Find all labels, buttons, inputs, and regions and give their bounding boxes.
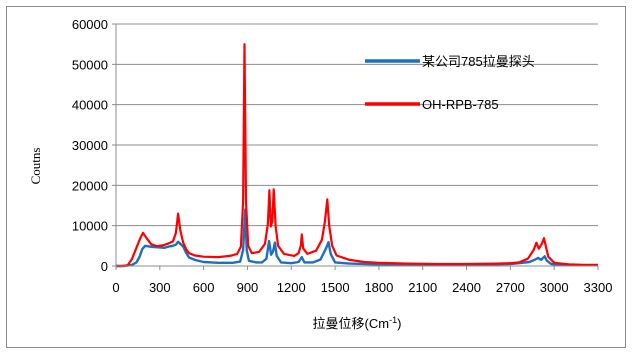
x-tick-labels: 0 300 600 900 1200 1500 1800 2100 2400 2700 3000 33… bbox=[112, 266, 612, 295]
gridlines bbox=[116, 23, 598, 227]
x-tick-label: 0 bbox=[112, 280, 119, 295]
x-tick-label: 300 bbox=[149, 280, 171, 295]
x-tick-label: 3300 bbox=[584, 280, 613, 295]
y-tick-label: 0 bbox=[101, 259, 108, 274]
x-tick-label: 600 bbox=[193, 280, 215, 295]
y-tick-label: 20000 bbox=[72, 178, 108, 193]
y-tick-label: 50000 bbox=[72, 57, 108, 72]
series-line-1 bbox=[116, 208, 598, 268]
x-axis-title-superscript: -1 bbox=[389, 315, 397, 325]
x-axis-title-close: ) bbox=[397, 316, 401, 331]
x-axis-title: 拉曼位移(Cm-1) bbox=[313, 315, 402, 331]
y-tick-label: 40000 bbox=[72, 98, 108, 113]
legend: 某公司785拉曼探头 OH-RPB-785 bbox=[365, 54, 535, 112]
x-tick-label: 3000 bbox=[540, 280, 569, 295]
x-tick-label: 2700 bbox=[496, 280, 525, 295]
y-tick-label: 60000 bbox=[72, 17, 108, 32]
x-axis-title-main: 拉曼位移(Cm bbox=[313, 316, 390, 331]
y-tick-labels: 0 10000 20000 30000 40000 50000 60000 bbox=[72, 17, 116, 274]
x-tick-label: 1200 bbox=[277, 280, 306, 295]
legend-label-series-1: 某公司785拉曼探头 bbox=[422, 54, 535, 69]
x-tick-label: 2400 bbox=[452, 280, 481, 295]
chart-frame bbox=[6, 6, 626, 348]
x-tick-label: 1500 bbox=[321, 280, 350, 295]
y-tick-label: 30000 bbox=[72, 138, 108, 153]
series-layer bbox=[116, 43, 598, 268]
legend-label-series-2: OH-RPB-785 bbox=[422, 97, 499, 112]
series-line-2 bbox=[116, 43, 598, 268]
y-tick-label: 10000 bbox=[72, 219, 108, 234]
x-tick-label: 2100 bbox=[408, 280, 437, 295]
y-axis-title: Coutns bbox=[28, 148, 43, 185]
x-tick-label: 900 bbox=[237, 280, 259, 295]
x-tick-label: 1800 bbox=[364, 280, 393, 295]
